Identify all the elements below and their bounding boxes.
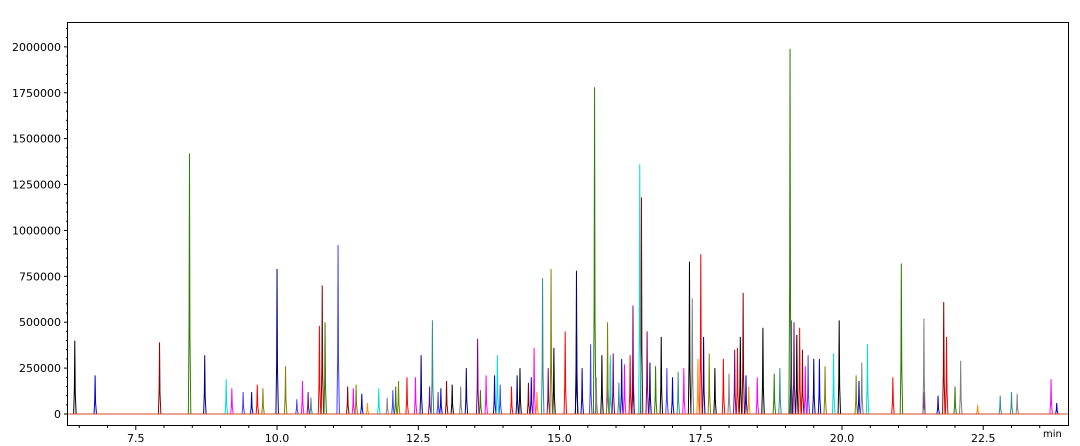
x-tick-label: 17.5 — [689, 432, 714, 445]
y-tick-label: 500000 — [19, 316, 61, 329]
y-tick-label: 0 — [54, 408, 61, 421]
x-tick-label: 15.0 — [547, 432, 572, 445]
series-trace-14 — [70, 358, 1066, 415]
x-tick-label: 20.0 — [830, 432, 855, 445]
series-trace-12 — [70, 268, 1066, 415]
y-tick-label: 1750000 — [12, 87, 61, 100]
y-tick-label: 1250000 — [12, 179, 61, 192]
x-axis-unit-label: min — [1043, 429, 1062, 440]
y-tick-label: 1000000 — [12, 224, 61, 237]
y-tick-label: 1500000 — [12, 133, 61, 146]
plot-frame — [67, 22, 1069, 426]
x-tick-label: 12.5 — [406, 432, 431, 445]
series-trace-7 — [70, 245, 1066, 415]
x-tick-label: 10.0 — [265, 432, 290, 445]
x-tick-label: 7.5 — [127, 432, 145, 445]
series-trace-13 — [70, 298, 1066, 415]
y-tick-label: 250000 — [19, 362, 61, 375]
y-axis: 0 250000 500000 750000 1000000 1250000 1500000… — [12, 28, 68, 421]
y-tick-label: 750000 — [19, 270, 61, 283]
y-tick-label: 2000000 — [12, 41, 61, 54]
x-tick-label: 22.5 — [971, 432, 996, 445]
x-axis: 7.5 10.0 12.5 15.0 17.5 20.0 22.5 — [78, 425, 1041, 445]
